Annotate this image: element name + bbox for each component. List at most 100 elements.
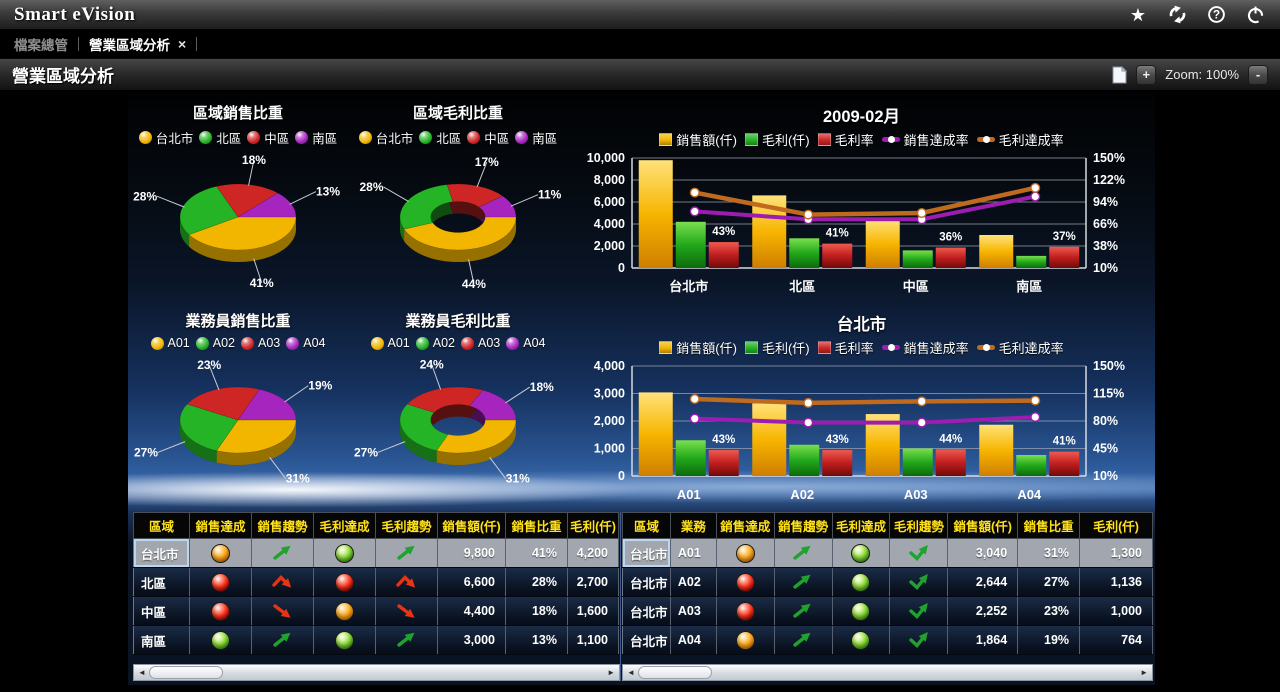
trend-up-arrow-icon (793, 603, 811, 618)
column-header[interactable]: 銷售達成 (715, 512, 775, 539)
combo-title: 2009-02月 (822, 108, 901, 126)
page-tools: + Zoom: 100% - (1112, 64, 1268, 85)
trend-down-arrow-icon (272, 604, 291, 618)
legend-label: 北區 (436, 132, 462, 146)
column-header[interactable]: 毛利趨勢 (889, 512, 949, 539)
trend-down-arrow-icon (396, 604, 415, 618)
scrollbar-thumb[interactable] (638, 666, 712, 679)
svg-text:中區: 中區 (903, 279, 929, 294)
pie-slice-label: 11% (538, 188, 562, 202)
column-header[interactable]: 銷售額(仟) (947, 512, 1019, 539)
ball-legend-marker-icon (247, 131, 261, 144)
tab-file-explorer[interactable]: 檔案總管 (14, 38, 68, 53)
table-row[interactable]: 北區 6,600 28% 2,700 (133, 567, 619, 597)
pie-slice-label: 18% (242, 153, 266, 167)
orange-status-ball-icon (735, 543, 755, 563)
table-row[interactable]: 中區 4,400 18% 1,600 (133, 596, 619, 626)
tab-sales-region-analysis[interactable]: 營業區域分析 (89, 38, 170, 53)
square-legend-marker-icon (659, 133, 673, 146)
column-header[interactable]: 毛利達成 (831, 512, 891, 539)
pie-chart-card: 業務員毛利比重 A01 A02 A03 A04 31% 27% 24% 18% (348, 301, 568, 509)
scrollbar-thumb[interactable] (149, 666, 223, 679)
trend-check-arrow-icon (909, 602, 928, 619)
svg-text:43%: 43% (712, 434, 735, 446)
value-cell: 4,200 (567, 538, 619, 568)
column-header[interactable]: 毛利(仟) (567, 512, 619, 539)
horizontal-scrollbar[interactable]: ◄ ► (622, 664, 1153, 681)
table-row[interactable]: 南區 3,000 13% 1,100 (133, 625, 619, 655)
column-header[interactable]: 銷售額(仟) (437, 512, 506, 539)
legend-label: 銷售額(仟) (676, 133, 737, 148)
status-cell (832, 625, 891, 655)
column-header[interactable]: 銷售比重 (1017, 512, 1081, 539)
column-header[interactable]: 業務 (669, 512, 717, 539)
green-status-ball-icon (335, 630, 354, 650)
column-header[interactable]: 銷售達成 (189, 512, 252, 539)
value-cell: 2,644 (947, 567, 1019, 597)
svg-text:北區: 北區 (789, 279, 815, 294)
value-cell: 3,040 (947, 538, 1019, 568)
combo-charts-panel: 2009-02月 銷售額(仟) 毛利(仟) 毛利率 銷售達成率 毛利達成率 0 10% 2,… (568, 93, 1155, 509)
table-row[interactable]: 台北市 9,800 41% 4,200 (133, 538, 619, 568)
column-header[interactable]: 銷售趨勢 (251, 512, 314, 539)
legend-item: A01 (370, 336, 410, 350)
trend-cell (889, 625, 949, 655)
scroll-left-arrow-icon[interactable]: ◄ (138, 667, 146, 677)
ball-legend-marker-icon (241, 336, 254, 350)
svg-text:4,000: 4,000 (594, 217, 625, 231)
green-status-ball-icon (851, 601, 871, 621)
refresh-icon[interactable] (1166, 5, 1188, 25)
trend-up-arrow-icon (272, 632, 291, 647)
scroll-left-arrow-icon[interactable]: ◄ (627, 667, 635, 677)
zoom-in-button[interactable]: + (1136, 64, 1157, 85)
svg-text:?: ? (1212, 9, 1219, 22)
svg-text:43%: 43% (712, 226, 735, 238)
label-cell: A04 (670, 625, 717, 655)
data-table: 區域 業務 銷售達成 銷售趨勢 毛利達成 毛利趨勢 銷售額(仟) 銷售比重 毛利(仟) 台北市 A0… (622, 512, 1153, 655)
value-cell: 19% (1017, 625, 1081, 655)
pie-slice-label: 19% (308, 379, 332, 393)
trend-cell (251, 567, 314, 597)
tab-close-icon[interactable]: × (178, 36, 187, 52)
trend-cell (889, 538, 949, 568)
column-header[interactable]: 區域 (133, 512, 190, 539)
value-cell: 2,700 (567, 567, 619, 597)
column-header[interactable]: 毛利趨勢 (375, 512, 438, 539)
status-cell (313, 567, 376, 597)
document-icon[interactable] (1112, 65, 1128, 84)
label-cell: A02 (670, 567, 717, 597)
status-cell (716, 625, 775, 655)
svg-text:80%: 80% (1093, 414, 1118, 428)
pie-legend: A01 A02 A03 A04 (128, 336, 348, 350)
legend-label: 中區 (484, 132, 510, 146)
table-row[interactable]: 台北市 A03 2,252 23% 1,000 (622, 596, 1153, 626)
column-header[interactable]: 銷售比重 (505, 512, 568, 539)
header-bar: Smart eVision ★ ? (0, 0, 1280, 30)
column-header[interactable]: 區域 (622, 512, 671, 539)
zoom-out-button[interactable]: - (1248, 64, 1268, 85)
table-row[interactable]: 台北市 A04 1,864 19% 764 (622, 625, 1153, 655)
column-header[interactable]: 毛利(仟) (1079, 512, 1153, 539)
legend-line-dot (887, 344, 895, 351)
pie-chart-svg: 31% 27% 23% 19% (134, 358, 333, 485)
legend-label: A03 (258, 336, 281, 350)
help-icon[interactable]: ? (1205, 5, 1227, 25)
region-table: 區域 銷售達成 銷售趨勢 毛利達成 毛利趨勢 銷售額(仟) 銷售比重 毛利(仟) 台北市 9,80… (133, 512, 620, 655)
value-cell: 1,600 (567, 596, 619, 626)
power-icon[interactable] (1244, 5, 1266, 25)
horizontal-scrollbar[interactable]: ◄ ► (133, 664, 620, 681)
table-row[interactable]: 台北市 A02 2,644 27% 1,136 (622, 567, 1153, 597)
svg-text:2,000: 2,000 (594, 414, 625, 428)
column-header[interactable]: 毛利達成 (313, 512, 376, 539)
favorites-star-icon[interactable]: ★ (1129, 4, 1147, 25)
legend-line-dot (887, 136, 895, 143)
column-header[interactable]: 銷售趨勢 (773, 512, 833, 539)
value-cell: 41% (505, 538, 568, 568)
label-cell: A03 (670, 596, 717, 626)
scroll-right-arrow-icon[interactable]: ► (1140, 667, 1148, 677)
value-cell: 1,100 (567, 625, 619, 655)
red-status-ball-icon (211, 572, 230, 592)
scroll-right-arrow-icon[interactable]: ► (607, 667, 615, 677)
table-row[interactable]: 台北市 A01 3,040 31% 1,300 (622, 538, 1153, 568)
legend-label: 台北市 (375, 132, 414, 146)
